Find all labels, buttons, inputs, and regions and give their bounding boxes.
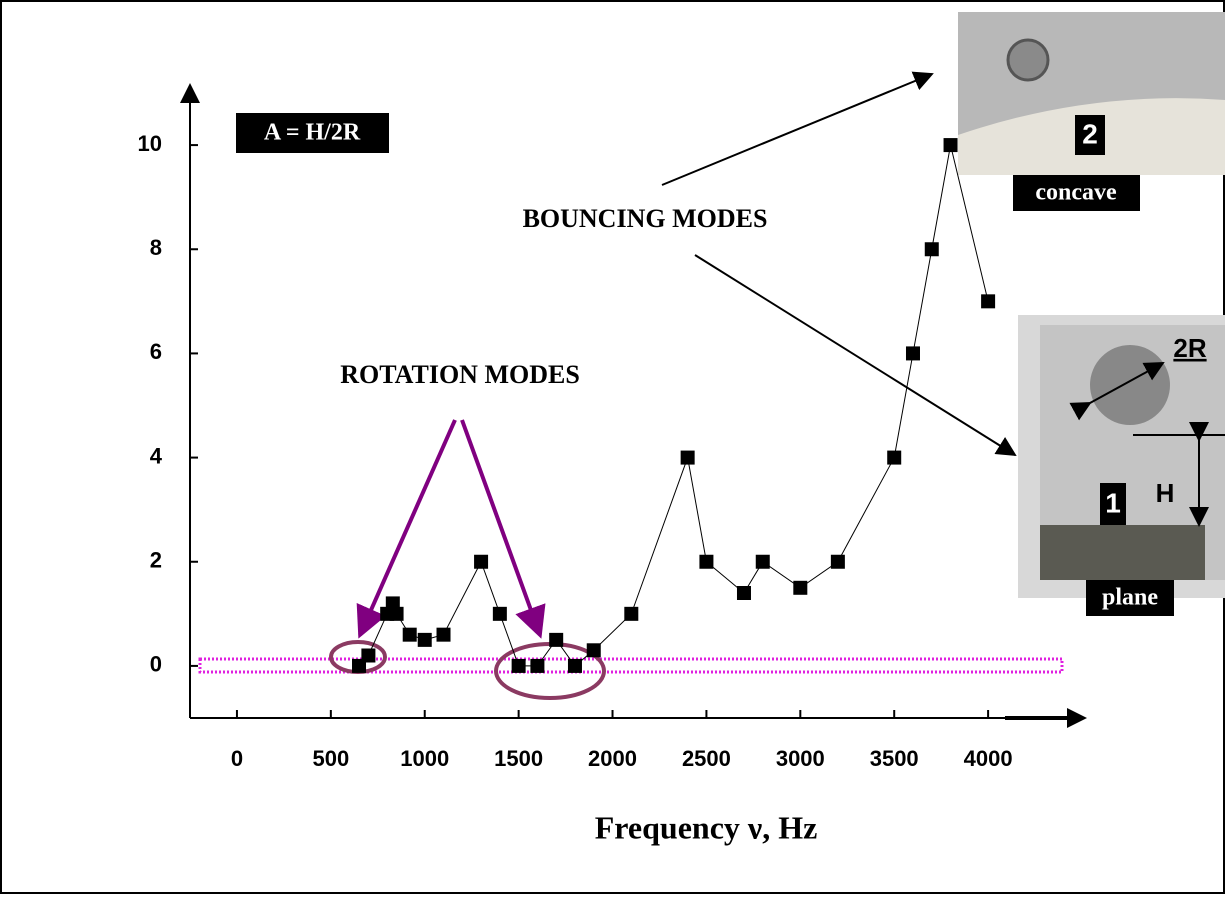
- y-tick-label: 4: [150, 443, 163, 468]
- y-tick-label: 6: [150, 339, 162, 364]
- photo-caption: concave: [1035, 180, 1117, 206]
- x-tick-label: 4000: [964, 746, 1013, 771]
- arrow: [356, 419, 457, 639]
- point: [736, 586, 751, 600]
- formula-box: [236, 113, 389, 153]
- photo-detail: [1040, 525, 1205, 580]
- point: [417, 632, 432, 647]
- x-tick-label: 3000: [776, 746, 825, 771]
- point: [492, 606, 507, 621]
- point: [943, 138, 958, 153]
- point: [680, 450, 695, 465]
- photo-detail: [1006, 38, 1050, 82]
- point: [905, 346, 920, 361]
- arrow: [694, 254, 1017, 457]
- annotation: ROTATION MODES: [340, 360, 580, 389]
- number-box: [1075, 115, 1105, 155]
- arrow: [661, 71, 934, 186]
- photo-detail: [1090, 345, 1170, 425]
- annotation: BOUNCING MODES: [523, 204, 768, 233]
- photo-caption: plane: [1102, 585, 1158, 611]
- point: [981, 294, 996, 309]
- caption-box: [1013, 175, 1140, 211]
- x-tick-label: 1500: [494, 746, 543, 771]
- point: [474, 554, 489, 569]
- y-tick-label: 2: [150, 548, 162, 573]
- zero-band: [198, 657, 1064, 674]
- point: [567, 658, 582, 673]
- x-tick-label: 1000: [400, 746, 449, 771]
- point: [511, 658, 526, 673]
- point: [586, 643, 601, 658]
- point: [436, 627, 451, 642]
- caption-box: [1086, 580, 1174, 616]
- point: [530, 658, 545, 673]
- point: [793, 580, 808, 595]
- arrow: [460, 419, 546, 639]
- formula: A = H/2R: [264, 120, 361, 146]
- point: [699, 554, 714, 569]
- point: [361, 648, 376, 663]
- photo-number: 2: [1082, 118, 1098, 149]
- y-tick-label: 0: [150, 652, 162, 677]
- x-axis-label: Frequency ν, Hz: [595, 809, 818, 845]
- dimension: [1069, 362, 1165, 421]
- point: [389, 606, 404, 621]
- photo-concave: 2 concave: [958, 12, 1225, 211]
- x-tick-label: 3500: [870, 746, 919, 771]
- x-tick-label: 2000: [588, 746, 637, 771]
- point: [402, 627, 417, 642]
- point: [549, 632, 564, 647]
- photo-number: 1: [1105, 487, 1121, 518]
- photo-label: H: [1156, 478, 1175, 508]
- y-tick-label: 8: [150, 235, 162, 260]
- y-tick-label: 10: [138, 131, 162, 156]
- point: [830, 554, 845, 569]
- photo-plane: 2R H 1 plane: [1018, 315, 1225, 616]
- number-box: [1100, 483, 1126, 525]
- point: [624, 606, 639, 621]
- point: [887, 450, 902, 465]
- x-tick-label: 500: [312, 746, 349, 771]
- x-tick-label: 0: [231, 746, 243, 771]
- x-tick-label: 2500: [682, 746, 731, 771]
- point: [755, 554, 770, 569]
- point: [924, 242, 939, 257]
- photo-label: 2R: [1173, 333, 1206, 363]
